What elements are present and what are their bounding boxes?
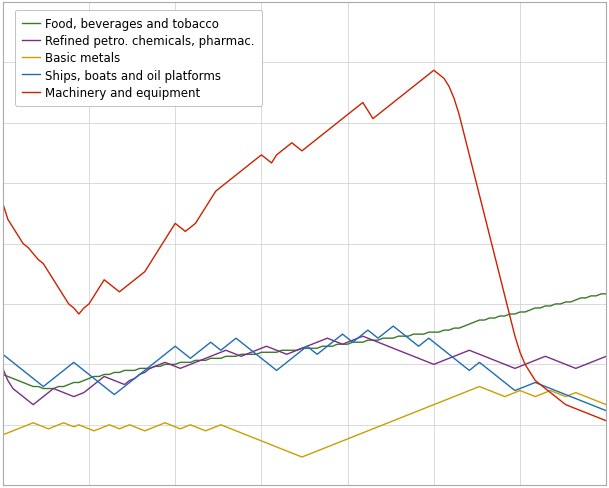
Machinery and equipment (161, 237, 169, 243)
Basic metals (593, 398, 600, 404)
Basic metals (126, 422, 133, 428)
Food, beverages and tobacco (602, 291, 609, 297)
Food, beverages and tobacco (166, 362, 174, 367)
Basic metals (161, 420, 169, 426)
Food, beverages and tobacco (481, 318, 488, 324)
Refined petro. chemicals, pharmac. (0, 366, 7, 371)
Ships, boats and oil platforms (0, 352, 7, 358)
Food, beverages and tobacco (339, 342, 346, 347)
Refined petro. chemicals, pharmac. (593, 358, 600, 364)
Ships, boats and oil platforms (390, 324, 397, 329)
Line: Basic metals: Basic metals (3, 386, 606, 457)
Machinery and equipment (587, 412, 594, 418)
Machinery and equipment (415, 80, 422, 86)
Food, beverages and tobacco (131, 368, 138, 374)
Food, beverages and tobacco (40, 386, 47, 392)
Line: Machinery and equipment: Machinery and equipment (3, 71, 606, 421)
Machinery and equipment (334, 121, 341, 126)
Line: Ships, boats and oil platforms: Ships, boats and oil platforms (3, 326, 606, 411)
Machinery and equipment (481, 213, 488, 219)
Food, beverages and tobacco (587, 293, 594, 299)
Refined petro. chemicals, pharmac. (425, 360, 432, 366)
Basic metals (339, 438, 346, 444)
Refined petro. chemicals, pharmac. (359, 333, 367, 339)
Refined petro. chemicals, pharmac. (30, 402, 37, 408)
Food, beverages and tobacco (420, 331, 428, 337)
Legend: Food, beverages and tobacco, Refined petro. chemicals, pharmac., Basic metals, S: Food, beverages and tobacco, Refined pet… (15, 11, 262, 106)
Basic metals (0, 432, 7, 438)
Machinery and equipment (0, 201, 7, 207)
Ships, boats and oil platforms (481, 364, 488, 369)
Line: Refined petro. chemicals, pharmac.: Refined petro. chemicals, pharmac. (3, 336, 606, 405)
Refined petro. chemicals, pharmac. (131, 376, 138, 382)
Machinery and equipment (126, 281, 133, 287)
Machinery and equipment (430, 68, 437, 74)
Ships, boats and oil platforms (587, 402, 594, 408)
Basic metals (476, 384, 483, 389)
Refined petro. chemicals, pharmac. (166, 362, 174, 367)
Basic metals (486, 388, 493, 394)
Food, beverages and tobacco (597, 291, 605, 297)
Ships, boats and oil platforms (602, 408, 609, 414)
Ships, boats and oil platforms (420, 340, 428, 346)
Basic metals (602, 402, 609, 408)
Basic metals (298, 454, 306, 460)
Food, beverages and tobacco (0, 372, 7, 378)
Refined petro. chemicals, pharmac. (339, 342, 346, 347)
Basic metals (420, 406, 428, 412)
Ships, boats and oil platforms (161, 352, 169, 358)
Machinery and equipment (602, 418, 609, 424)
Line: Food, beverages and tobacco: Food, beverages and tobacco (3, 294, 606, 389)
Ships, boats and oil platforms (334, 336, 341, 342)
Refined petro. chemicals, pharmac. (486, 356, 493, 362)
Refined petro. chemicals, pharmac. (602, 354, 609, 360)
Ships, boats and oil platforms (126, 380, 133, 386)
